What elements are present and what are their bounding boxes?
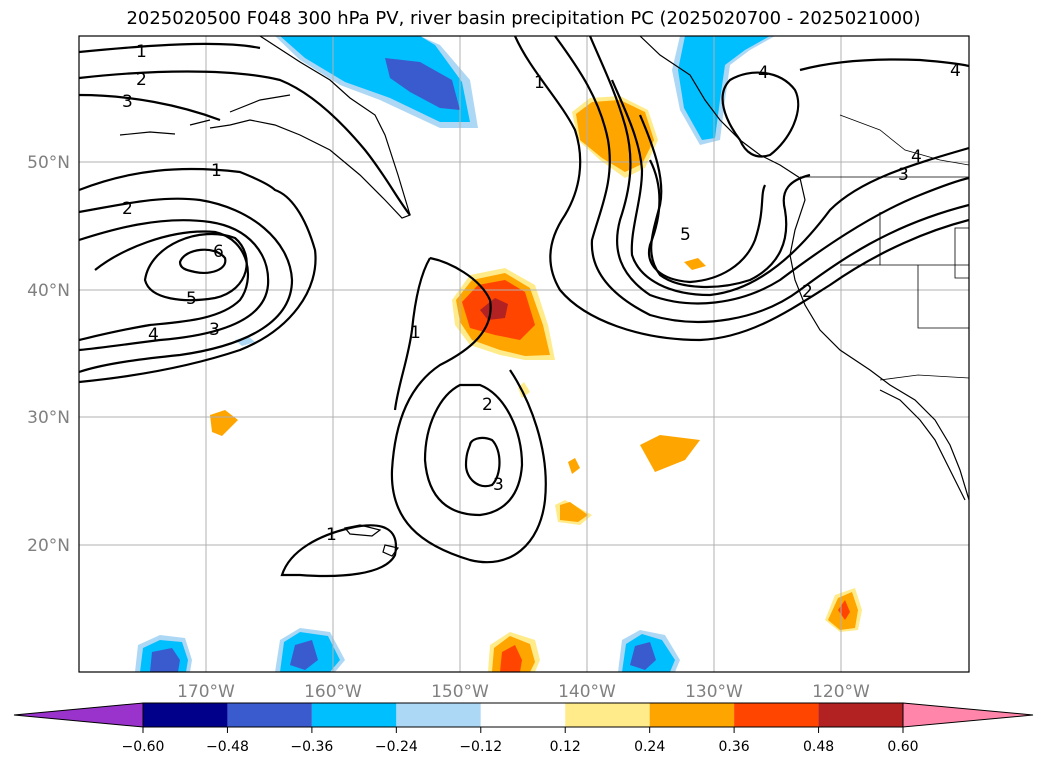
lon-label-150w: 150°W (431, 682, 489, 702)
negative-region-bottom-2-core (290, 640, 318, 670)
lon-label-170w: 170°W (177, 682, 235, 702)
contour-label: 5 (680, 225, 691, 245)
colorbar-bin (649, 703, 735, 727)
map-frame (78, 35, 970, 673)
lat-label-40n: 40°N (27, 281, 70, 301)
contour-label: 1 (326, 525, 337, 545)
contour-label: 3 (898, 165, 909, 185)
lon-label-160w: 160°W (304, 682, 362, 702)
contour-label: 2 (122, 199, 133, 219)
contour-label: 1 (534, 73, 545, 93)
contour-labels: 1 2 3 1 2 6 5 4 3 1 2 3 1 4 4 5 4 3 2 1 (122, 42, 961, 545)
positive-region-tiny-2 (518, 382, 530, 398)
contour-label: 4 (950, 61, 961, 81)
lon-label-130w: 130°W (685, 682, 743, 702)
colorbar-tick-label: −0.48 (206, 739, 249, 755)
negative-region-bottom-3-core (630, 642, 656, 670)
contour-label: 4 (911, 147, 922, 167)
contour-label: 3 (122, 92, 133, 112)
positive-region-small-south (560, 502, 588, 522)
colorbar-tick-label: 0.48 (803, 739, 834, 755)
lat-label-20n: 20°N (27, 536, 70, 556)
lat-label-50n: 50°N (27, 153, 70, 173)
colorbar-bin (227, 703, 312, 727)
colorbar-bin (480, 703, 566, 727)
colorbar-tick-label: 0.60 (887, 739, 918, 755)
positive-region-tiny-3 (684, 258, 706, 270)
contour-label: 4 (148, 325, 159, 345)
longitude-labels: 170°W 160°W 150°W 140°W 130°W 120°W (177, 682, 870, 702)
positive-region-gulf (576, 100, 654, 172)
negative-region-tiny (235, 336, 255, 346)
colorbar-tick-label: −0.24 (375, 739, 418, 755)
contour-label: 1 (211, 161, 222, 181)
negative-region-bc (678, 36, 770, 140)
positive-region-tiny-1 (568, 458, 580, 474)
colorbar-bin (565, 703, 650, 727)
negative-region-bottom-1-core (150, 648, 180, 672)
contour-label: 2 (482, 395, 493, 415)
contour-label: 3 (493, 475, 504, 495)
lon-label-140w: 140°W (558, 682, 616, 702)
colorbar-tick-label: −0.12 (459, 739, 502, 755)
contour-label: 4 (758, 63, 769, 83)
map-title: 2025020500 F048 300 hPa PV, river basin … (126, 8, 921, 29)
colorbar-tick-label: 0.36 (719, 739, 750, 755)
contour-label: 6 (213, 242, 224, 262)
colorbar-bin (734, 703, 819, 727)
colorbar-bin (143, 703, 228, 727)
colorbar-tick-label: −0.36 (290, 739, 333, 755)
colorbar-bin (396, 703, 481, 727)
contour-label: 1 (136, 42, 147, 62)
positive-region-south-core (838, 600, 850, 620)
colorbar: −0.60 −0.48 −0.36 −0.24 −0.12 0.12 0.24 0.36 0.4… (13, 702, 1034, 755)
contour-label: 5 (186, 289, 197, 309)
lon-label-120w: 120°W (812, 682, 870, 702)
negative-region-alaska-core (385, 58, 460, 110)
colorbar-tick-label: 0.24 (634, 739, 665, 755)
contour-label: 2 (802, 282, 813, 302)
contour-label: 1 (410, 323, 421, 343)
positive-region-bottom-core (500, 645, 522, 672)
colorbar-bin (311, 703, 397, 727)
positive-region-small-east (640, 435, 700, 472)
pv-contours (79, 36, 969, 578)
colorbar-over-arrow (902, 702, 1034, 728)
contour-label: 2 (136, 70, 147, 90)
colorbar-tick-label: −0.60 (122, 739, 165, 755)
colorbar-under-arrow (13, 702, 144, 728)
positive-region-central-peak (480, 298, 508, 320)
lat-label-30n: 30°N (27, 408, 70, 428)
contour-label: 3 (209, 320, 220, 340)
latitude-labels: 50°N 40°N 30°N 20°N (27, 153, 70, 556)
negative-region-alaska (280, 36, 470, 122)
colorbar-tick-label: 0.12 (550, 739, 581, 755)
colorbar-bin (818, 703, 903, 727)
